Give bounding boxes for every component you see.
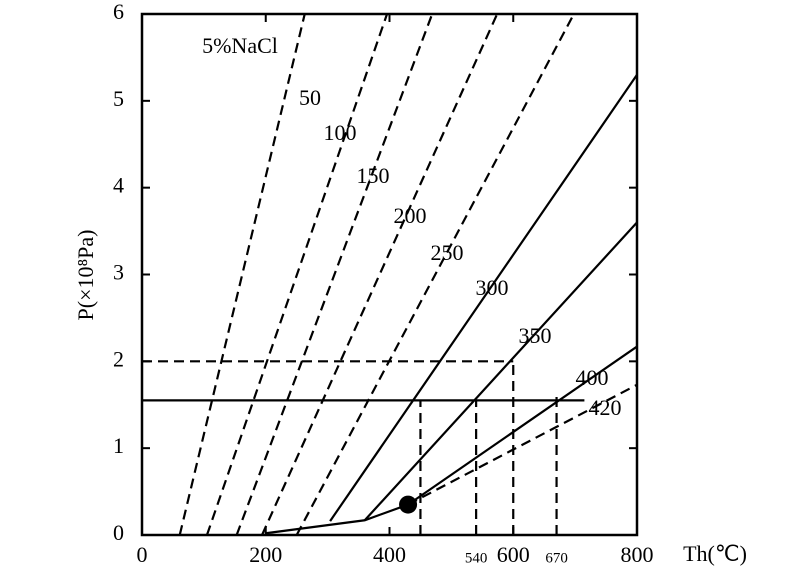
isochore xyxy=(295,13,575,536)
y-tick-label: 6 xyxy=(113,0,124,24)
series-label: 100 xyxy=(324,120,357,145)
y-tick-label: 3 xyxy=(113,260,124,285)
x-axis-label: Th(℃) xyxy=(683,541,747,566)
series-label: 350 xyxy=(519,323,552,348)
y-tick-label: 4 xyxy=(113,173,124,198)
x-tick-label: 800 xyxy=(621,542,654,567)
x-minor-tick-label: 670 xyxy=(545,550,568,566)
x-tick-label: 600 xyxy=(497,542,530,567)
x-tick-label: 0 xyxy=(137,542,148,567)
data-point xyxy=(399,495,418,514)
isochore xyxy=(178,13,306,536)
series-label: 50 xyxy=(299,85,321,110)
isochore xyxy=(205,13,389,536)
y-tick-label: 0 xyxy=(113,520,124,545)
reference-line xyxy=(265,503,409,535)
isochore xyxy=(235,13,434,536)
series-label: 150 xyxy=(357,163,390,188)
x-tick-label: 200 xyxy=(249,542,282,567)
series-label: 300 xyxy=(476,275,509,300)
y-tick-label: 1 xyxy=(113,433,124,458)
x-tick-label: 400 xyxy=(373,542,406,567)
y-tick-label: 5 xyxy=(113,86,124,111)
plot-frame xyxy=(140,12,639,537)
isochore xyxy=(329,74,638,522)
isochore xyxy=(407,383,638,506)
y-tick-label: 2 xyxy=(113,346,124,371)
x-minor-tick-label: 540 xyxy=(465,550,488,566)
annotation: 5%NaCl xyxy=(202,33,278,58)
series-label: 420 xyxy=(589,395,622,420)
isochore xyxy=(363,221,638,521)
series-label: 250 xyxy=(431,240,464,265)
isochore xyxy=(407,345,638,506)
series-label: 400 xyxy=(576,365,609,390)
y-axis-label: P(×10⁸Pa) xyxy=(73,230,98,321)
series-label: 200 xyxy=(394,203,427,228)
